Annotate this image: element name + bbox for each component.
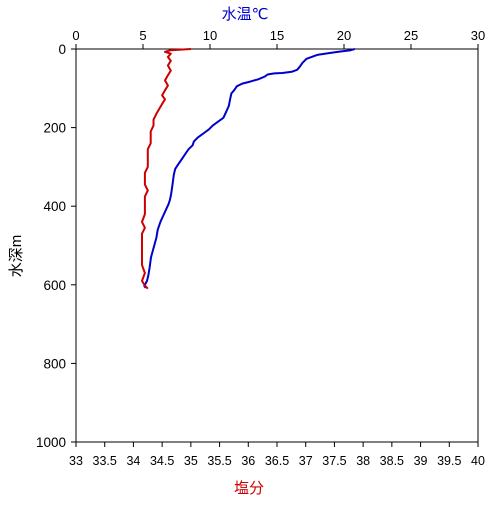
series-layer [141,48,355,290]
left-axis-ticks: 0 200 400 600 800 1000 [36,42,76,450]
bottom-tick-label: 36.5 [265,454,289,468]
top-axis-ticks: 0 5 10 15 20 25 30 [72,28,485,49]
bottom-tick-label: 38 [356,454,370,468]
left-tick-label: 0 [58,42,66,57]
bottom-tick-label: 37.5 [322,454,346,468]
top-tick-label: 25 [404,28,418,43]
left-tick-label: 1000 [36,435,66,450]
top-axis-label: 水温℃ [222,6,269,23]
bottom-tick-label: 35.5 [207,454,231,468]
bottom-tick-label: 40 [471,454,485,468]
bottom-tick-label: 38.5 [380,454,404,468]
bottom-tick-label: 34.5 [150,454,174,468]
top-tick-label: 20 [337,28,351,43]
temperature-profile-line [143,48,355,289]
bottom-tick-label: 37 [299,454,313,468]
bottom-tick-label: 36 [241,454,255,468]
left-tick-label: 400 [43,199,66,214]
bottom-tick-label: 39.5 [437,454,461,468]
bottom-tick-label: 34 [126,454,140,468]
left-tick-label: 200 [43,121,66,136]
top-tick-label: 10 [203,28,217,43]
bottom-tick-label: 33.5 [93,454,117,468]
left-tick-label: 800 [43,356,66,371]
plot-frame [75,48,479,443]
top-tick-label: 0 [72,28,79,43]
salinity-profile-line [141,48,191,290]
bottom-axis-label: 塩分 [234,480,264,497]
bottom-tick-label: 35 [184,454,198,468]
bottom-tick-label: 39 [414,454,428,468]
bottom-tick-label: 33 [69,454,83,468]
bottom-axis-ticks: 33 33.5 34 34.5 35 35.5 36 36.5 37 37.5 38 38.5 39 39… [69,442,485,468]
y-axis-label: 水深m [8,235,25,278]
top-tick-label: 5 [139,28,146,43]
top-tick-label: 30 [471,28,485,43]
left-tick-label: 600 [43,278,66,293]
top-tick-label: 15 [270,28,284,43]
